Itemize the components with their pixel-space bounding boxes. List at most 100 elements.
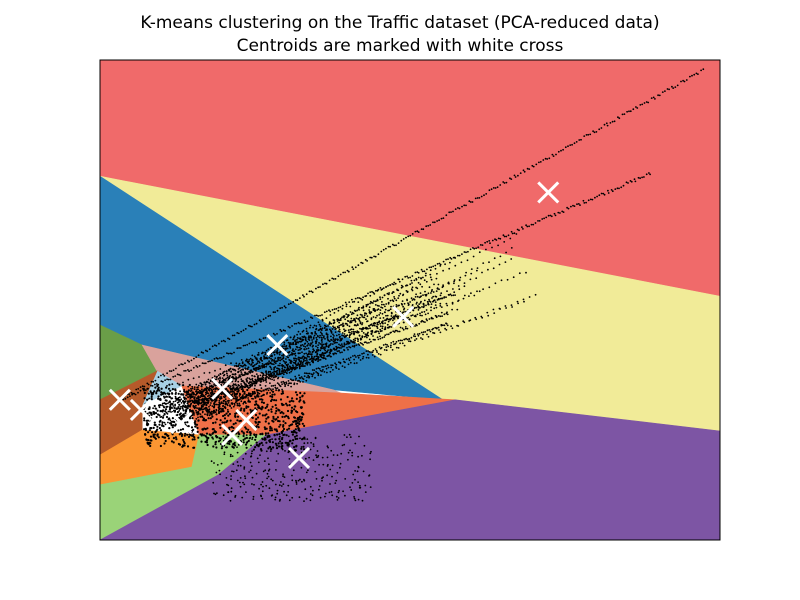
data-point xyxy=(452,294,455,297)
data-point xyxy=(229,405,232,408)
data-point xyxy=(422,306,425,309)
data-point xyxy=(150,380,153,383)
data-point xyxy=(245,406,248,409)
data-point xyxy=(453,282,455,285)
data-point xyxy=(335,363,338,366)
data-point xyxy=(300,344,302,347)
data-point xyxy=(429,269,432,272)
data-point xyxy=(637,176,640,179)
data-point xyxy=(163,406,166,409)
data-point xyxy=(218,379,221,382)
data-point xyxy=(281,365,284,368)
data-point xyxy=(270,399,273,403)
data-point xyxy=(336,471,339,474)
data-point xyxy=(247,392,251,395)
data-point xyxy=(203,362,206,365)
data-point xyxy=(146,422,149,425)
data-point xyxy=(276,367,278,370)
data-point xyxy=(337,346,339,349)
data-point xyxy=(433,221,436,224)
data-point xyxy=(243,391,246,393)
data-point xyxy=(242,369,245,371)
data-point xyxy=(402,328,405,331)
data-point xyxy=(142,387,145,390)
data-point xyxy=(282,420,285,423)
data-point xyxy=(186,433,189,436)
data-point xyxy=(357,498,360,501)
data-point xyxy=(219,473,222,476)
data-point xyxy=(291,496,294,499)
data-point xyxy=(168,370,171,372)
data-point xyxy=(304,457,307,460)
data-point xyxy=(321,319,324,322)
data-point xyxy=(585,134,588,136)
data-point xyxy=(385,349,388,352)
data-point xyxy=(240,380,243,382)
data-point xyxy=(381,327,384,330)
data-point xyxy=(262,393,265,396)
data-point xyxy=(174,375,177,377)
data-point xyxy=(340,343,343,345)
data-point xyxy=(286,395,289,399)
data-point xyxy=(453,291,456,294)
data-point xyxy=(485,193,488,195)
data-point xyxy=(272,384,275,387)
data-point xyxy=(497,237,500,240)
data-point xyxy=(303,392,306,395)
centroid-marker xyxy=(537,181,560,204)
data-point xyxy=(391,283,394,285)
data-point xyxy=(342,358,345,361)
data-point xyxy=(295,481,298,484)
data-point xyxy=(222,395,225,398)
data-point xyxy=(429,273,432,276)
data-point xyxy=(271,441,274,444)
data-point xyxy=(249,385,252,387)
data-point xyxy=(306,320,309,323)
data-point xyxy=(267,348,270,351)
data-point xyxy=(234,380,237,383)
data-point xyxy=(573,142,576,145)
data-point xyxy=(595,131,598,133)
data-point xyxy=(250,341,253,343)
data-point xyxy=(421,314,423,317)
data-point xyxy=(438,262,441,265)
data-point xyxy=(344,335,347,338)
data-point xyxy=(246,412,249,415)
data-point xyxy=(271,405,274,408)
data-point xyxy=(364,491,367,493)
data-point xyxy=(312,372,315,374)
data-point xyxy=(234,401,237,404)
data-point xyxy=(234,414,237,418)
data-point xyxy=(169,422,172,425)
data-point xyxy=(240,407,243,410)
data-point xyxy=(357,264,360,267)
data-point xyxy=(306,438,309,440)
data-point xyxy=(243,392,246,395)
data-point xyxy=(253,387,256,390)
data-point xyxy=(405,284,407,287)
data-point xyxy=(158,406,161,409)
data-point xyxy=(172,405,175,407)
data-point xyxy=(235,397,238,400)
data-point xyxy=(263,365,266,368)
data-point xyxy=(327,446,329,449)
data-point xyxy=(212,406,216,409)
data-point xyxy=(296,333,298,336)
data-point xyxy=(214,443,217,446)
data-point xyxy=(295,434,298,437)
data-point xyxy=(428,298,430,301)
data-point xyxy=(289,347,292,349)
data-point xyxy=(314,437,317,440)
data-point xyxy=(330,331,333,333)
data-point xyxy=(163,421,166,424)
data-point xyxy=(281,367,284,370)
data-point xyxy=(283,415,286,418)
data-point xyxy=(267,315,270,318)
data-point xyxy=(299,381,302,383)
data-point xyxy=(326,445,329,448)
data-point xyxy=(269,388,272,390)
data-point xyxy=(255,369,257,372)
data-point xyxy=(201,383,204,386)
data-point xyxy=(316,346,319,349)
data-point xyxy=(387,285,389,287)
